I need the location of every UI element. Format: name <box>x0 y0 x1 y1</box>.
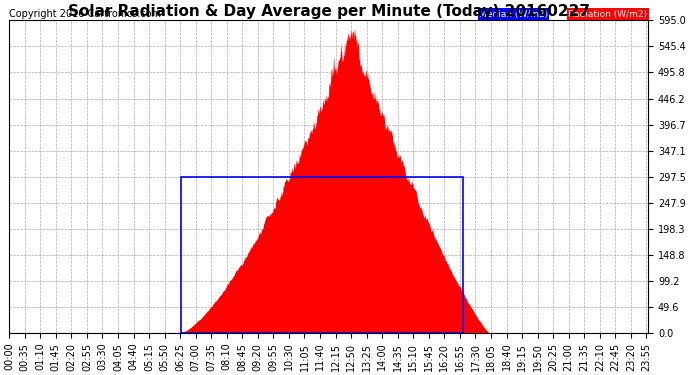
Text: Radiation (W/m2): Radiation (W/m2) <box>569 10 647 19</box>
Text: Median (W/m2): Median (W/m2) <box>479 10 548 19</box>
Text: Copyright 2016 Cartronics.com: Copyright 2016 Cartronics.com <box>9 9 161 19</box>
Bar <box>181 177 462 333</box>
Title: Solar Radiation & Day Average per Minute (Today) 20160227: Solar Radiation & Day Average per Minute… <box>68 4 590 19</box>
